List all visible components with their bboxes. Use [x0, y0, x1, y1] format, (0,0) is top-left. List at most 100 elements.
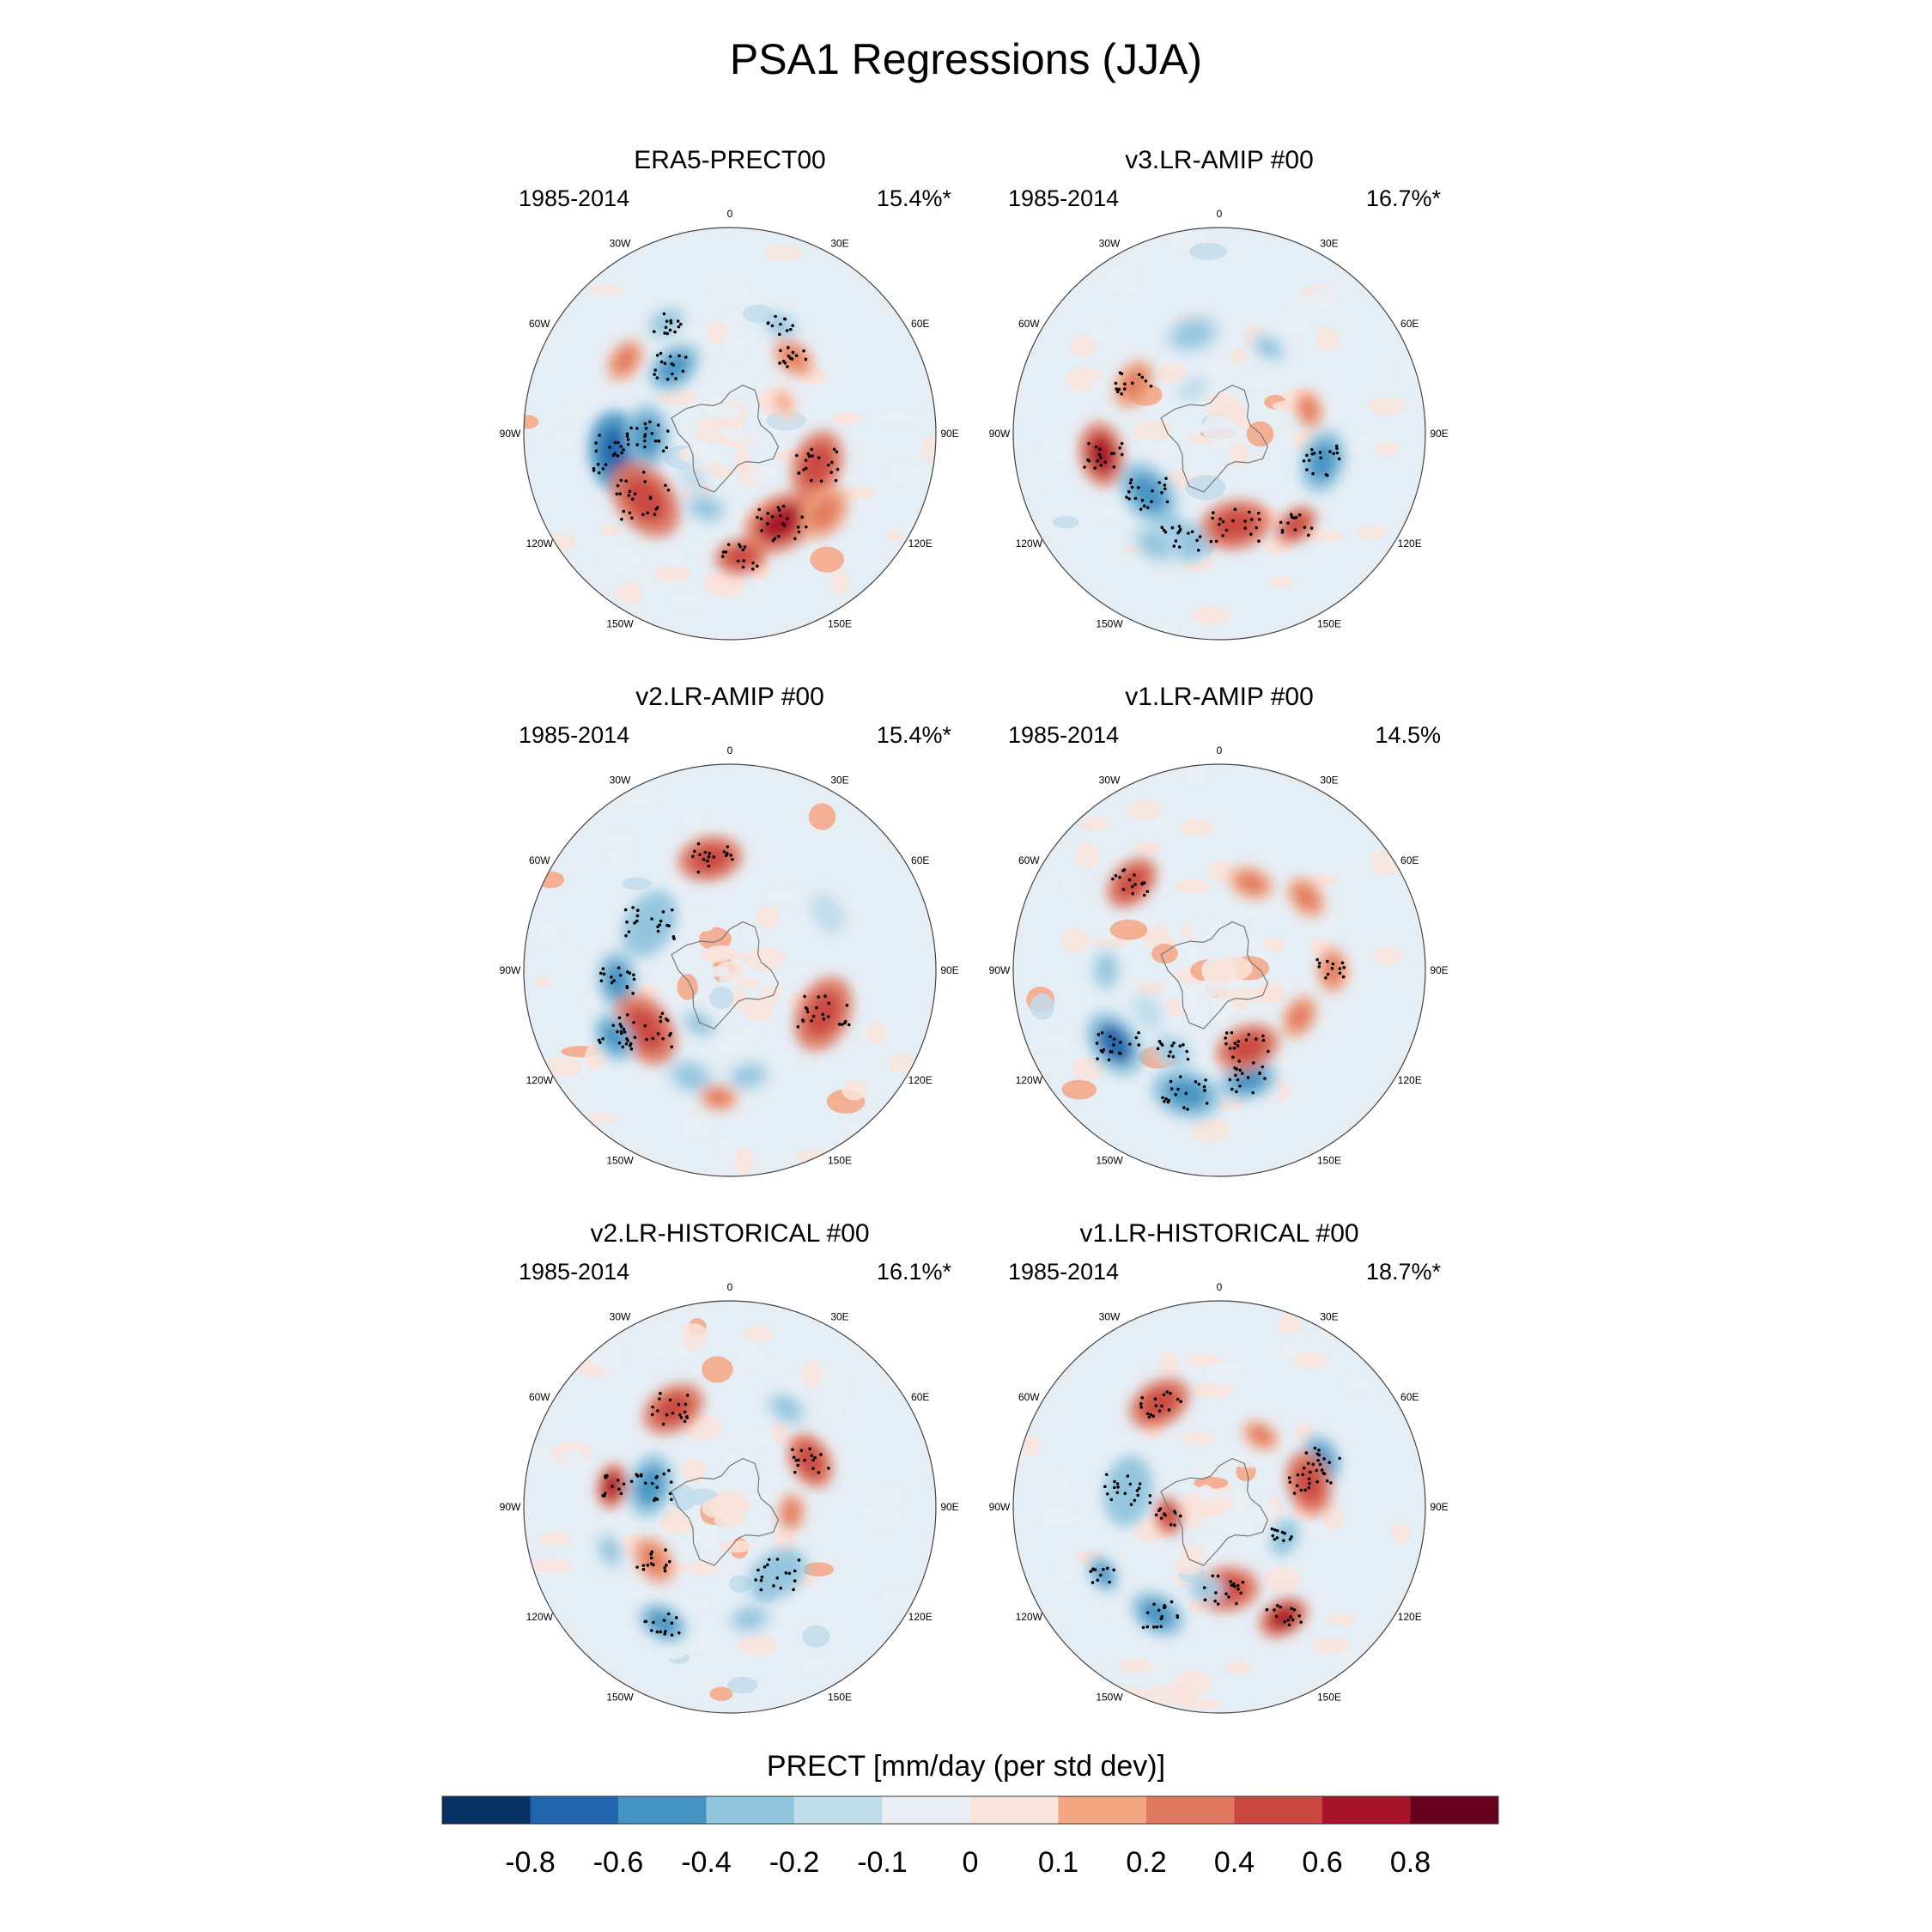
stipple-dot	[757, 507, 762, 512]
panel-title: v2.LR-AMIP #00	[635, 683, 824, 711]
speckle-cell	[1085, 325, 1115, 340]
longitude-label: 120W	[1016, 1611, 1043, 1623]
longitude-label: 150E	[1317, 1692, 1341, 1704]
stipple-dot	[1096, 1578, 1100, 1583]
stipple-dot	[1099, 456, 1103, 459]
anomaly-core	[691, 497, 720, 519]
speckle-cell	[1207, 860, 1235, 883]
speckle-cell	[1391, 1523, 1411, 1542]
stipple-dot	[644, 427, 648, 430]
stipple-dot	[775, 1558, 780, 1561]
stipple-dot	[1140, 375, 1145, 380]
stipple-dot	[619, 445, 623, 448]
stipple-dot	[1179, 1514, 1182, 1518]
speckle-cell	[743, 997, 775, 1022]
stipple-dot	[611, 1024, 615, 1027]
anomaly-core	[1294, 884, 1318, 910]
stipple-dot	[1127, 878, 1132, 882]
speckle-cell	[532, 1558, 573, 1573]
anomaly-core	[1236, 872, 1266, 894]
stipple-dot	[834, 478, 838, 483]
speckle-cell	[1189, 242, 1227, 260]
stipple-dot	[776, 506, 781, 509]
stipple-dot	[1236, 1040, 1241, 1043]
stipple-dot	[1290, 515, 1294, 519]
stipple-dot	[1307, 533, 1310, 538]
stipple-dot	[1176, 1397, 1180, 1401]
stipple-dot	[1170, 1044, 1174, 1048]
speckle-cell	[1109, 919, 1148, 940]
stipple-dot	[656, 423, 660, 427]
stipple-dot	[624, 934, 628, 938]
stipple-dot	[797, 471, 801, 475]
longitude-label: 30E	[830, 237, 848, 249]
stipple-dot	[1170, 1600, 1174, 1604]
speckle-cell	[1185, 475, 1226, 501]
map-border	[1012, 1300, 1426, 1714]
stipple-dot	[604, 1476, 608, 1479]
stipple-dot	[1129, 1503, 1133, 1506]
stipple-dot	[1083, 465, 1086, 469]
stipple-dot	[1095, 1042, 1099, 1045]
stipple-dot	[1273, 1528, 1277, 1532]
stipple-dot	[724, 854, 728, 858]
longitude-label: 90W	[500, 1501, 521, 1513]
stipple-dot	[1334, 444, 1339, 448]
stipple-dot	[756, 1568, 760, 1572]
stipple-dot	[1128, 481, 1133, 485]
stipple-dot	[1096, 1057, 1099, 1060]
stipple-dot	[652, 1563, 655, 1567]
stipple-dot	[1125, 495, 1128, 499]
stipple-dot	[1299, 1488, 1303, 1492]
stipple-dot	[1159, 1516, 1163, 1520]
stipple-dot	[1311, 1462, 1315, 1467]
speckle-cell	[767, 886, 800, 907]
longitude-label: 90E	[940, 428, 958, 440]
stipple-dot	[651, 1036, 655, 1041]
speckle-cell	[1201, 415, 1237, 443]
speckle-cell	[650, 1343, 690, 1360]
stipple-dot	[702, 858, 706, 861]
panel-period: 1985-2014	[519, 185, 630, 211]
stipple-dot	[1202, 1084, 1206, 1089]
stipple-dot	[653, 373, 657, 376]
speckle-cell	[728, 988, 748, 1008]
speckle-cell	[1372, 947, 1401, 965]
speckle-cell	[1140, 443, 1175, 455]
speckle-cell	[659, 1514, 694, 1534]
stipple-dot	[1112, 452, 1116, 455]
stipple-dot	[726, 543, 731, 546]
map-border	[523, 1300, 937, 1714]
stipple-dot	[1087, 441, 1091, 446]
speckle-cell	[542, 1057, 583, 1078]
stipple-dot	[625, 434, 629, 438]
speckle-cell	[1263, 1566, 1302, 1592]
stipple-dot	[1258, 1072, 1261, 1076]
colorbar-swatch	[1410, 1796, 1498, 1824]
stipple-dot	[1117, 1051, 1121, 1055]
stipple-dot	[677, 325, 681, 329]
speckle-cell	[736, 976, 760, 988]
speckle-cell	[1179, 1492, 1206, 1520]
stipple-dot	[1212, 511, 1215, 514]
stipple-dot	[1148, 1501, 1152, 1504]
stipple-dot	[1255, 526, 1259, 530]
stipple-dot	[1179, 1400, 1182, 1403]
stipple-dot	[674, 1616, 678, 1619]
speckle-cell	[832, 412, 863, 425]
stipple-dot	[1135, 1489, 1139, 1492]
stipple-dot	[629, 1479, 634, 1484]
stipple-dot	[1109, 1035, 1112, 1038]
longitude-label: 60E	[911, 854, 929, 866]
stipple-dot	[1211, 516, 1214, 520]
speckle-cell	[1229, 440, 1249, 468]
stipple-dot	[677, 354, 681, 358]
anomaly-core	[758, 1558, 796, 1591]
stipple-dot	[1224, 528, 1229, 532]
anomaly-core	[1267, 1605, 1299, 1631]
stipple-dot	[823, 994, 827, 998]
polar-map: 030E60E90E120E150E180150W120W90W60W30W	[989, 208, 1449, 641]
speckle-cell	[831, 567, 849, 595]
speckle-cell	[1091, 376, 1120, 394]
stipple-dot	[1099, 464, 1103, 467]
